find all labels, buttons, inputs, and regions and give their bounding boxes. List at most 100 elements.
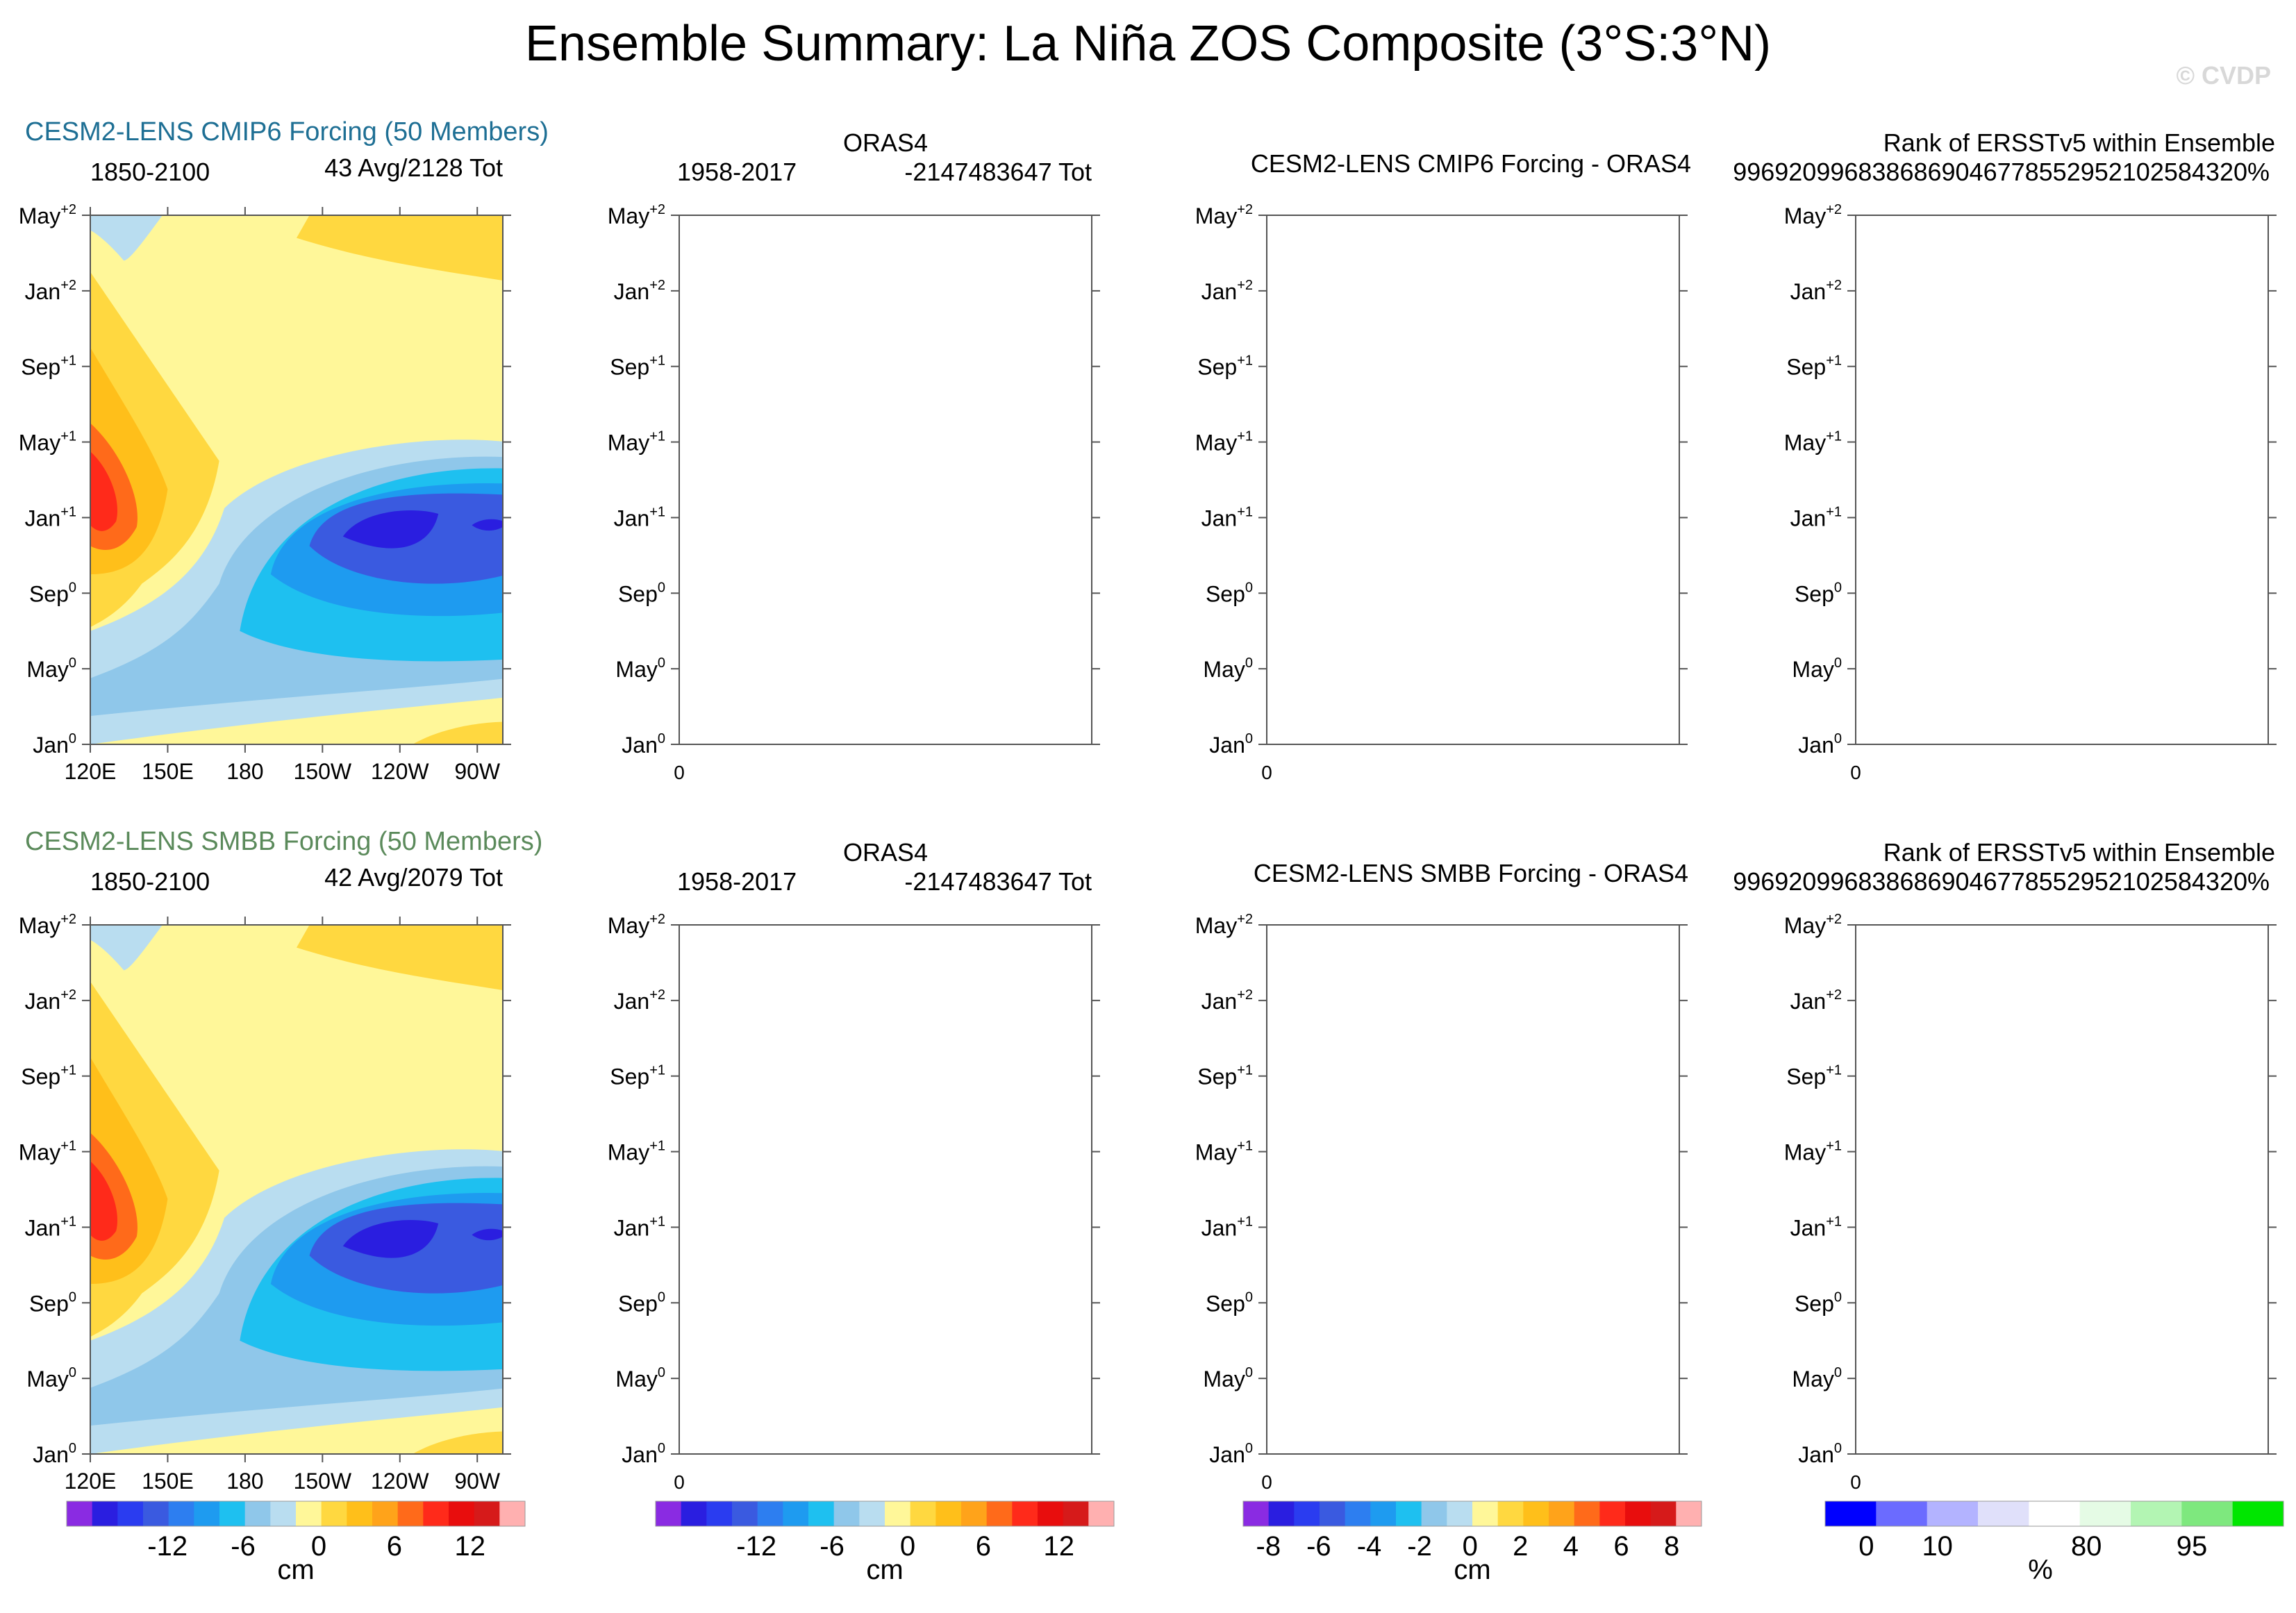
y-tick-label: May+2 xyxy=(1195,912,1253,938)
colorbar-swatch xyxy=(1063,1501,1089,1526)
colorbar-unit: cm xyxy=(277,1555,314,1585)
colorbar-swatch xyxy=(1650,1501,1677,1526)
x-tick-label: 0 xyxy=(1261,1471,1272,1493)
colorbar-frame xyxy=(1824,1501,2284,1527)
colorbar-tick-label: 6 xyxy=(387,1531,402,1562)
model-panel: Jan0 May0 Sep0 Jan+1 May+1 Sep+1 Jan+2 May+2 120… xyxy=(19,202,511,784)
x-tick-label: 0 xyxy=(674,762,685,783)
colorbar-swatch xyxy=(808,1501,835,1526)
y-tick-label: May+2 xyxy=(1784,912,1842,938)
colorbar-4: 0 10 80 95% xyxy=(1824,1501,2284,1585)
colorbar-tick-label: 0 xyxy=(900,1531,915,1562)
y-tick-label: Jan+1 xyxy=(614,504,665,530)
colorbar-tick-label: 8 xyxy=(1664,1531,1679,1562)
y-tick-label: May0 xyxy=(26,1365,76,1391)
rank-panel: Jan0 May0 Sep0 Jan+1 May+1 Sep+1 Jan+2 May+2 0 xyxy=(1784,912,2277,1493)
colorbar-swatch xyxy=(961,1501,988,1526)
y-tick-label: Sep+1 xyxy=(1197,1063,1253,1089)
colorbar-swatch xyxy=(1599,1501,1626,1526)
colorbar-swatch xyxy=(1345,1501,1371,1526)
colorbar-1: -12 -6 0 6 12 cm xyxy=(66,1501,526,1585)
colorbar-unit: cm xyxy=(866,1555,903,1585)
y-tick-label: May0 xyxy=(1203,1365,1253,1391)
warm-band-top xyxy=(297,215,503,281)
colorbar-swatch xyxy=(423,1501,449,1526)
colorbar-tick-label: -8 xyxy=(1256,1531,1281,1562)
x-tick-label: 150W xyxy=(294,759,352,784)
model-panel: Jan0 May0 Sep0 Jan+1 May+1 Sep+1 Jan+2 May+2 120… xyxy=(19,912,511,1494)
cold-min-2 xyxy=(472,1228,503,1241)
colorbar-swatch xyxy=(656,1501,682,1526)
y-tick-label: Jan+1 xyxy=(1201,1214,1253,1240)
colorbar-swatch xyxy=(474,1501,500,1526)
y-tick-label: May+2 xyxy=(1784,202,1842,228)
colorbar-swatch xyxy=(1243,1501,1270,1526)
x-tick-label: 0 xyxy=(1261,762,1272,783)
y-tick-label: Jan+1 xyxy=(614,1214,665,1240)
y-tick-label: May+2 xyxy=(608,202,665,228)
y-tick-label: May+1 xyxy=(1784,1139,1842,1165)
y-tick-label: Sep+1 xyxy=(1786,353,1842,380)
colorbar-swatch xyxy=(92,1501,118,1526)
warm-band-top xyxy=(297,925,503,991)
y-tick-label: May0 xyxy=(615,655,665,682)
y-tick-label: May+1 xyxy=(19,429,76,456)
y-tick-label: Jan0 xyxy=(1209,1441,1253,1467)
y-tick-label: May+1 xyxy=(1195,1139,1253,1165)
y-tick-label: Jan+1 xyxy=(25,1214,76,1240)
diff-panel-title: CESM2-LENS SMBB Forcing - ORAS4 xyxy=(1254,859,1688,887)
y-tick-label: May+1 xyxy=(608,429,665,456)
y-tick-label: Sep0 xyxy=(1795,580,1842,606)
y-tick-label: Sep0 xyxy=(1206,1289,1253,1316)
model-count: 42 Avg/2079 Tot xyxy=(324,863,503,892)
colorbar-swatch xyxy=(757,1501,783,1526)
colorbar-swatch xyxy=(117,1501,144,1526)
rank-panel-title: Rank of ERSSTv5 within Ensemble xyxy=(1883,128,2275,157)
model-years: 1850-2100 xyxy=(90,867,210,896)
y-tick-label: May0 xyxy=(26,655,76,682)
cool-patch-top xyxy=(90,215,163,261)
colorbar-tick-label: -6 xyxy=(231,1531,256,1562)
colorbar-tick-label: 95 xyxy=(2177,1531,2208,1562)
colorbar-swatch xyxy=(244,1501,271,1526)
x-tick-label: 180 xyxy=(226,759,263,784)
y-tick-label: May+2 xyxy=(608,912,665,938)
colorbar-tick-label: 0 xyxy=(1463,1531,1478,1562)
plot-frame xyxy=(1855,924,2269,1455)
plot-frame xyxy=(1266,215,1680,745)
y-tick-label: May+2 xyxy=(19,202,76,228)
colorbar-tick-label: -4 xyxy=(1357,1531,1382,1562)
y-tick-label: Jan0 xyxy=(1798,1441,1842,1467)
colorbar-swatch xyxy=(1472,1501,1499,1526)
colorbar-swatch xyxy=(270,1501,297,1526)
colorbar-swatch xyxy=(397,1501,424,1526)
colorbar-swatch xyxy=(347,1501,373,1526)
colorbar-tick-label: 2 xyxy=(1513,1531,1528,1562)
obs-years: 1958-2017 xyxy=(677,158,797,186)
x-tick-label: 0 xyxy=(1850,762,1861,783)
colorbar-swatch xyxy=(1088,1501,1115,1526)
colorbar-swatch xyxy=(1549,1501,1575,1526)
y-tick-label: Sep+1 xyxy=(1197,353,1253,380)
colorbar-swatch xyxy=(681,1501,707,1526)
x-tick-label: 0 xyxy=(674,1471,685,1493)
y-tick-label: Jan+2 xyxy=(614,987,665,1014)
rank-value: 9969209968386869046778552952102584320% xyxy=(1733,158,2270,186)
colorbar-swatch xyxy=(1370,1501,1397,1526)
y-tick-label: Jan0 xyxy=(622,1441,665,1467)
y-tick-label: Jan+2 xyxy=(1790,278,1842,304)
y-tick-label: Sep+1 xyxy=(21,1063,76,1089)
panel-row-2: CESM2-LENS SMBB Forcing (50 Members) 1850… xyxy=(19,827,2277,1494)
colorbar-unit: % xyxy=(2028,1555,2053,1585)
y-tick-label: Jan+1 xyxy=(25,504,76,530)
colorbar-tick-label: 6 xyxy=(1613,1531,1629,1562)
x-tick-label: 120E xyxy=(65,1469,117,1494)
y-tick-label: Sep+1 xyxy=(1786,1063,1842,1089)
obs-panel-title: ORAS4 xyxy=(843,128,928,157)
y-tick-label: Jan0 xyxy=(33,1441,76,1467)
colorbar-swatch xyxy=(1294,1501,1320,1526)
colorbar-swatch xyxy=(449,1501,475,1526)
colorbar-swatch xyxy=(1876,1501,1928,1526)
y-tick-label: May+2 xyxy=(19,912,76,938)
cold-min-2 xyxy=(472,519,503,531)
